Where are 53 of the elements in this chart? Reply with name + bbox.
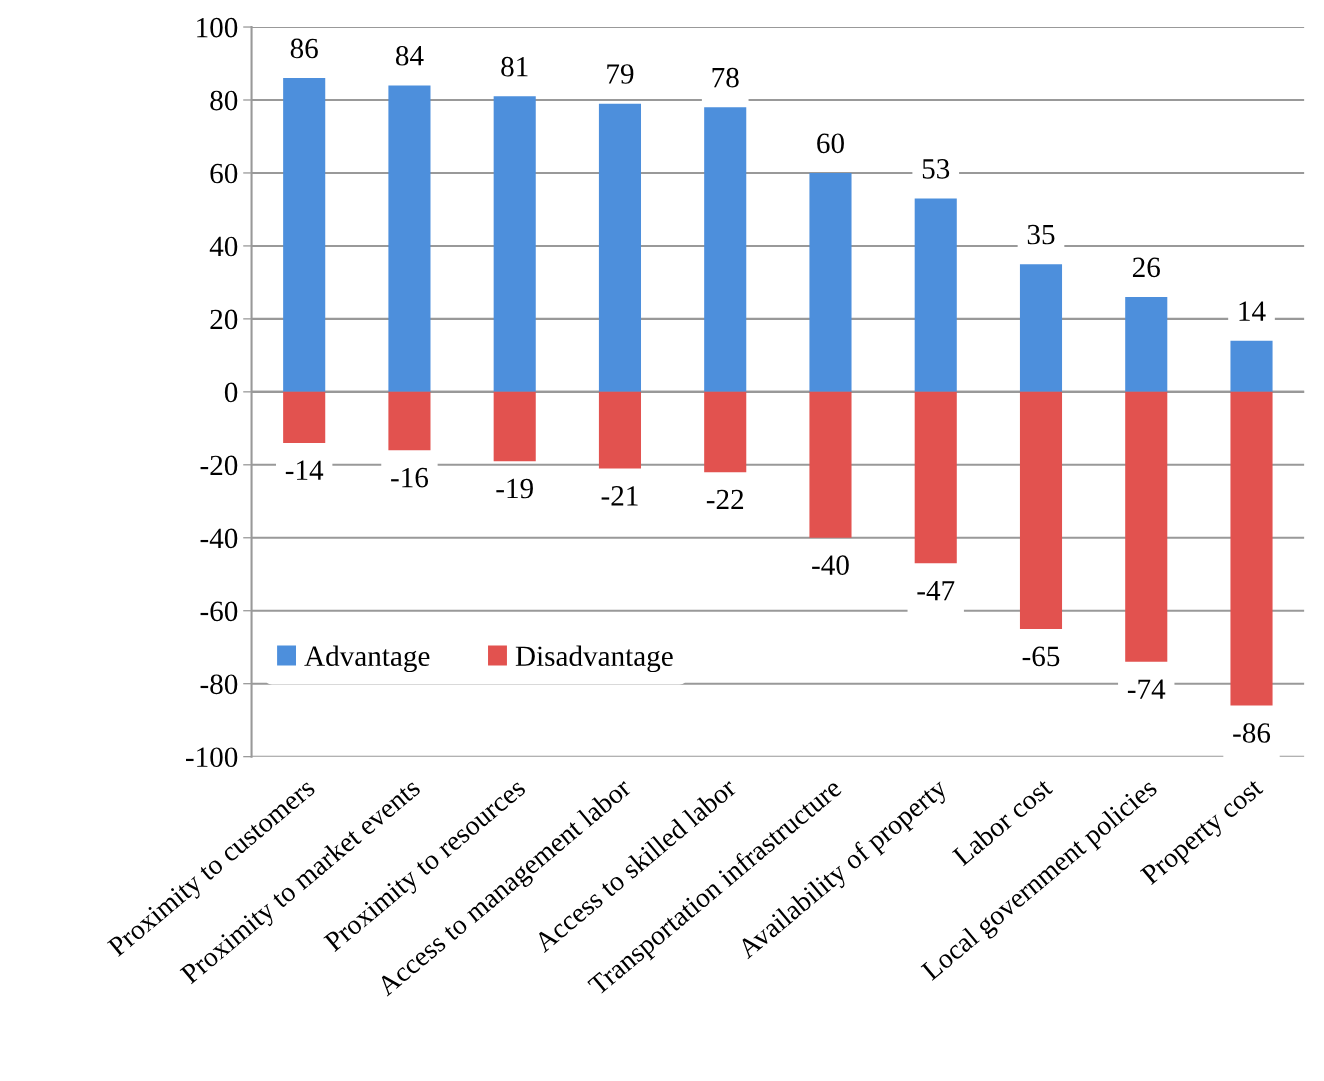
data-label: 81 [501, 56, 528, 77]
y-tick-label: -40 [200, 528, 238, 549]
data-label: -22 [706, 489, 744, 510]
data-label: -74 [1127, 679, 1166, 699]
bar [598, 391, 642, 469]
bar [388, 85, 431, 392]
bar [598, 103, 642, 392]
bar [1125, 297, 1168, 392]
bar [1230, 340, 1273, 392]
data-label: -65 [1022, 646, 1060, 667]
bar [283, 391, 326, 443]
legend-label: Disadvantage [515, 645, 673, 673]
y-tick-label: 80 [210, 90, 238, 111]
y-tick-label: -60 [200, 601, 238, 622]
bar [493, 96, 536, 392]
y-tick-label: 60 [210, 163, 238, 184]
bar [1230, 391, 1273, 706]
y-tick-label: 100 [197, 17, 238, 38]
data-label: -40 [812, 555, 849, 575]
bar [809, 172, 852, 392]
bar [704, 107, 747, 392]
data-label: 14 [1239, 301, 1266, 321]
data-label: -21 [601, 486, 638, 506]
y-tick-label: -100 [185, 747, 238, 768]
data-label: -14 [285, 460, 324, 480]
y-tick-label: 40 [209, 236, 238, 257]
bar [1019, 264, 1063, 392]
y-tick-label: 20 [210, 309, 238, 330]
data-label: -86 [1233, 723, 1271, 743]
bar [283, 78, 326, 392]
data-label: 26 [1132, 257, 1160, 278]
data-label: -47 [917, 581, 955, 601]
bar [388, 391, 431, 451]
data-label: 53 [922, 159, 950, 179]
data-label: 35 [1027, 224, 1055, 245]
bar [809, 391, 852, 538]
data-label: 84 [395, 45, 424, 66]
bar [704, 391, 747, 473]
legend-label: Advantage [304, 645, 430, 673]
y-tick-label: -20 [200, 455, 238, 476]
data-label: 60 [817, 133, 844, 154]
bar [493, 391, 536, 462]
data-label: 78 [712, 67, 739, 88]
data-label: -16 [391, 467, 429, 488]
bar [1019, 391, 1063, 630]
bar [914, 391, 957, 564]
y-tick-label: -80 [200, 674, 238, 695]
data-label: 86 [290, 38, 318, 59]
y-tick-label: 0 [224, 382, 238, 403]
data-label: -19 [496, 478, 533, 499]
bar [914, 198, 957, 392]
bar [1125, 391, 1168, 662]
data-label: 79 [607, 64, 634, 84]
